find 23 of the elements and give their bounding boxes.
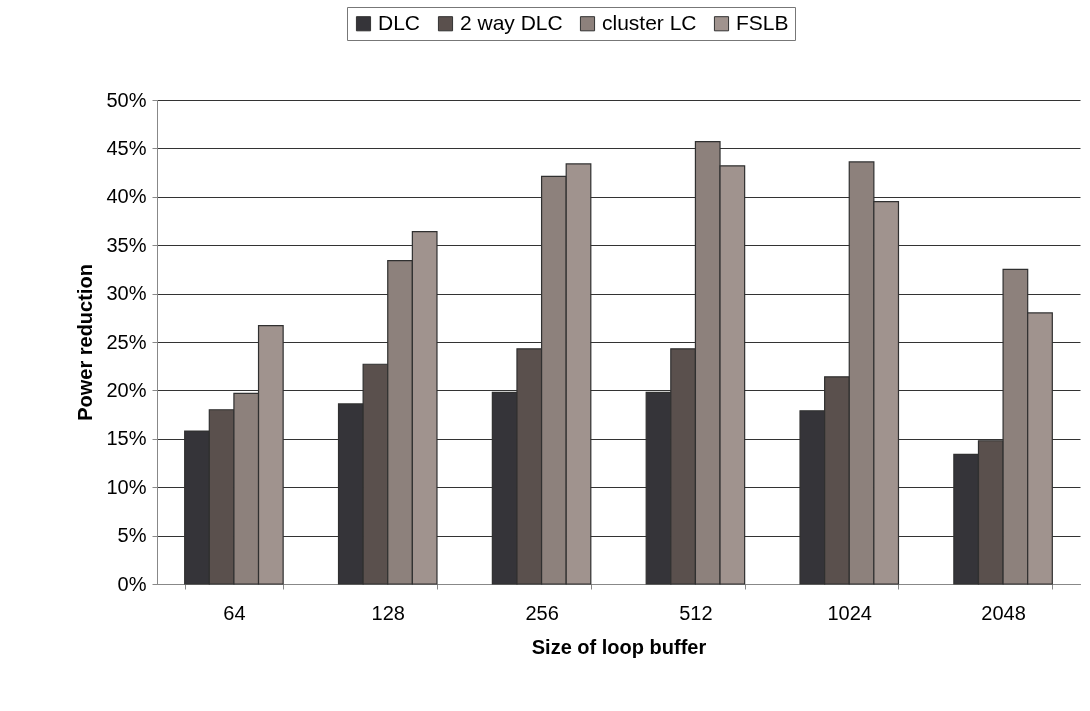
x-tick-label: 64 [223,601,246,624]
x-tick-label: 256 [525,601,559,624]
legend-label: FSLB [736,10,789,34]
y-tick-label: 35% [106,233,147,256]
y-tick-label: 5% [117,524,147,547]
x-axis-title: Size of loop buffer [531,635,707,658]
legend-label: DLC [378,10,421,34]
x-tick-label: 1024 [827,601,872,624]
legend-label: cluster LC [602,10,697,34]
y-tick-label: 10% [106,475,147,498]
legend-label: 2 way DLC [460,10,563,34]
x-tick-label: 2048 [981,601,1026,624]
y-axis-title: Power reduction [74,264,97,421]
x-tick-label: 128 [371,601,405,624]
y-tick-label: 20% [106,378,147,401]
y-tick-label: 40% [106,185,147,208]
y-tick-label: 50% [106,88,147,111]
y-tick-label: 25% [106,330,147,353]
y-tick-label: 0% [117,572,147,595]
x-tick-label: 512 [679,601,713,624]
y-tick-label: 45% [106,136,147,159]
y-tick-label: 30% [106,282,147,305]
y-tick-label: 15% [106,427,147,450]
